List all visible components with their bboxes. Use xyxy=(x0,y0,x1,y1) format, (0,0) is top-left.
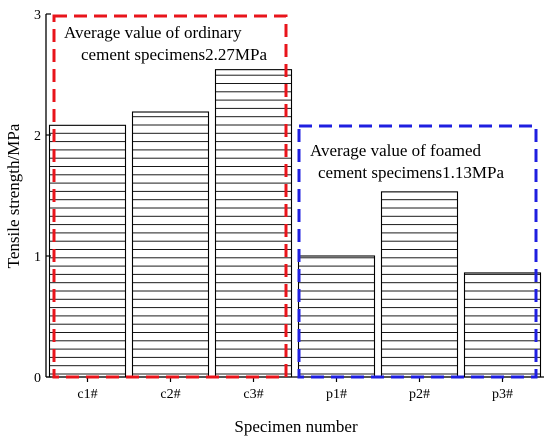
bars-group xyxy=(48,69,542,378)
bar-p2 xyxy=(380,191,459,378)
x-ticks-group: c1# c2# c3# p1# p2# p3# xyxy=(77,377,513,402)
bar-c3 xyxy=(214,69,293,378)
x-tick-label: p2# xyxy=(409,387,430,402)
x-tick-label: c3# xyxy=(243,387,263,402)
foamed-average-line-2: cement specimens1.13MPa xyxy=(318,163,504,182)
ordinary-average-box xyxy=(52,14,288,379)
bar-c1 xyxy=(48,124,127,378)
foamed-average-line-1: Average value of foamed xyxy=(310,141,482,160)
x-axis-title: Specimen number xyxy=(234,417,358,436)
y-axis-title: Tensile strength/MPa xyxy=(4,123,23,268)
bar-p1 xyxy=(297,255,376,378)
foamed-average-box xyxy=(297,124,538,379)
x-tick-label: c2# xyxy=(160,387,180,402)
x-tick-label: c1# xyxy=(77,387,97,402)
y-tick-label: 3 xyxy=(34,8,41,23)
y-tick-label: 2 xyxy=(34,129,41,144)
y-ticks-group: 0 1 2 3 xyxy=(34,8,51,386)
ordinary-average-line-2: cement specimens2.27MPa xyxy=(81,45,267,64)
y-tick-label: 1 xyxy=(34,250,41,265)
x-tick-label: p3# xyxy=(492,387,513,402)
y-tick-label: 0 xyxy=(34,371,41,386)
x-tick-label: p1# xyxy=(326,387,347,402)
bar-c2 xyxy=(131,111,210,378)
bar-p3 xyxy=(463,272,542,378)
ordinary-average-line-1: Average value of ordinary xyxy=(64,23,242,42)
